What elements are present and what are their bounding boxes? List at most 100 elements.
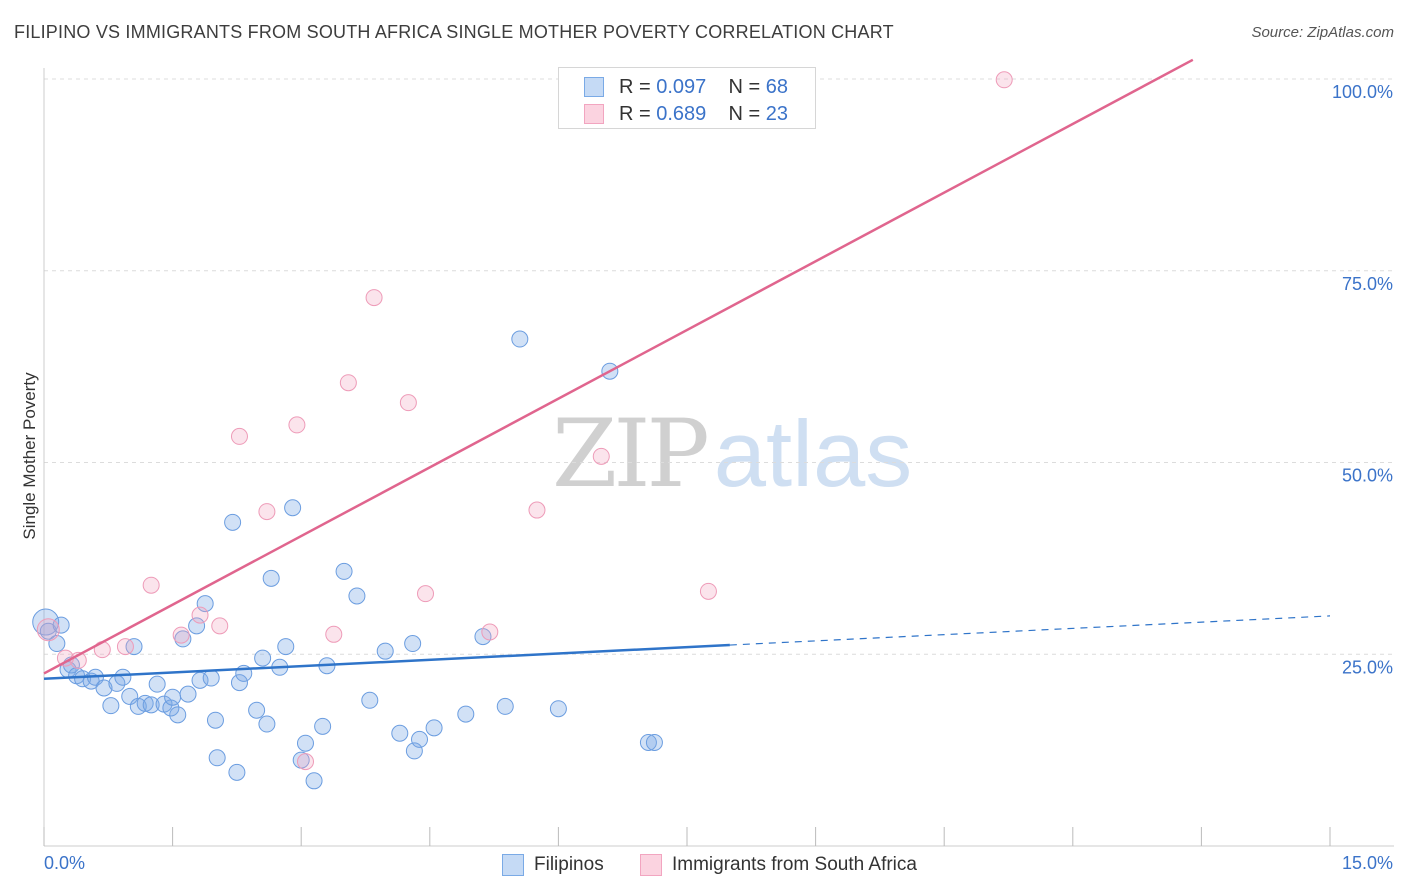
legend-swatch-filipinos — [584, 77, 604, 97]
correlation-legend: R = 0.097 N = 68 R = 0.689 N = 23 — [558, 67, 816, 129]
filipinos-point — [179, 685, 197, 703]
filipinos-point — [164, 688, 182, 706]
south-africa-point — [230, 427, 248, 445]
filipinos-point — [361, 691, 379, 709]
filipinos-point — [305, 772, 323, 790]
legend-label-south-africa: Immigrants from South Africa — [672, 854, 917, 875]
y-tick-label: 50.0% — [1342, 466, 1393, 486]
south-africa-point — [296, 753, 314, 771]
filipinos-point — [335, 562, 353, 580]
filipinos-point — [496, 697, 514, 715]
legend-swatch-filipinos-bottom — [502, 854, 524, 876]
chart-title: FILIPINO VS IMMIGRANTS FROM SOUTH AFRICA… — [14, 22, 894, 42]
filipinos-point — [228, 763, 246, 781]
x-tick-label-start: 0.0% — [44, 853, 85, 873]
legend-stats-south-africa: R = 0.689 N = 23 — [619, 102, 789, 125]
filipinos-point — [262, 569, 280, 587]
south-africa-point — [288, 416, 306, 434]
filipinos-trend-line — [43, 643, 730, 681]
filipinos-point — [645, 733, 663, 751]
south-africa-point — [417, 585, 435, 603]
filipinos-point — [32, 608, 60, 636]
south-africa-point — [995, 71, 1013, 89]
tick-labels: 25.0% 50.0% 75.0% 100.0% 0.0% 15.0% — [44, 82, 1393, 873]
south-africa-point — [592, 447, 610, 465]
filipinos-point — [224, 513, 242, 531]
filipinos-point — [142, 696, 160, 714]
south-africa-point — [399, 394, 417, 412]
filipinos-point — [425, 719, 443, 737]
filipinos-point — [511, 330, 529, 348]
series-legend: Filipinos Immigrants from South Africa — [0, 851, 1406, 879]
filipinos-point — [52, 616, 70, 634]
y-axis-label: Single Mother Poverty — [20, 372, 39, 540]
legend-stats-filipinos: R = 0.097 N = 68 — [619, 75, 789, 98]
south-africa-point — [172, 626, 190, 644]
y-tick-label: 100.0% — [1332, 82, 1393, 102]
south-africa-point — [481, 623, 499, 641]
filipinos-point — [457, 705, 475, 723]
source-label: Source: ZipAtlas.com — [1251, 24, 1394, 41]
axes — [43, 68, 1394, 847]
legend-swatch-south-africa — [584, 104, 604, 124]
legend-swatch-south-africa-bottom — [640, 854, 662, 876]
south-africa-trend-line — [43, 58, 1194, 675]
filipinos-point — [376, 642, 394, 660]
filipinos-point — [208, 749, 226, 767]
legend-item-south-africa[interactable]: Immigrants from South Africa — [640, 851, 917, 879]
filipinos-point — [258, 715, 276, 733]
filipinos-point — [639, 733, 657, 751]
south-africa-point — [699, 582, 717, 600]
filipinos-point — [95, 679, 113, 697]
south-africa-point — [365, 289, 383, 307]
data-points — [32, 70, 1013, 790]
filipinos-trend-line-extension — [729, 615, 1331, 646]
filipinos-point — [125, 638, 143, 656]
filipinos-point — [348, 587, 366, 605]
y-tick-label: 25.0% — [1342, 657, 1393, 677]
filipinos-point — [206, 711, 224, 729]
south-africa-point — [325, 625, 343, 643]
filipinos-point — [169, 706, 187, 724]
south-africa-point — [36, 618, 60, 642]
watermark-zip: ZIP — [552, 400, 710, 509]
south-africa-point — [528, 501, 546, 519]
filipinos-point — [277, 638, 295, 656]
filipinos-point — [148, 675, 166, 693]
filipinos-point — [230, 674, 248, 692]
filipinos-point — [202, 669, 220, 687]
grid-lines — [44, 78, 1394, 655]
x-tick-label-end: 15.0% — [1342, 853, 1393, 873]
south-africa-point — [142, 576, 160, 594]
filipinos-point — [314, 717, 332, 735]
filipinos-point — [114, 668, 132, 686]
trend-lines — [43, 58, 1331, 681]
filipinos-point — [411, 730, 429, 748]
legend-r-filipinos: 0.097 — [656, 75, 707, 98]
filipinos-point — [254, 649, 272, 667]
watermark: ZIPatlas — [552, 400, 912, 509]
legend-label-filipinos: Filipinos — [534, 854, 604, 875]
filipinos-point — [102, 697, 120, 715]
filipinos-point — [188, 617, 206, 635]
legend-n-south-africa: 23 — [765, 102, 789, 125]
south-africa-point — [211, 617, 229, 635]
south-africa-point — [339, 374, 357, 392]
legend-item-filipinos[interactable]: Filipinos — [502, 851, 604, 879]
filipinos-point — [284, 499, 302, 517]
south-africa-point — [191, 606, 209, 624]
filipinos-point — [136, 694, 154, 712]
filipinos-point — [391, 724, 409, 742]
filipinos-point — [296, 734, 314, 752]
filipinos-point — [248, 701, 266, 719]
filipinos-point — [404, 635, 422, 653]
filipinos-point — [162, 699, 180, 717]
watermark-atlas: atlas — [713, 401, 913, 506]
south-africa-point — [258, 503, 276, 521]
south-africa-point — [116, 638, 134, 656]
y-tick-label: 75.0% — [1342, 274, 1393, 294]
legend-n-filipinos: 68 — [765, 75, 789, 98]
legend-r-south-africa: 0.689 — [656, 102, 707, 125]
filipinos-point — [549, 700, 567, 718]
